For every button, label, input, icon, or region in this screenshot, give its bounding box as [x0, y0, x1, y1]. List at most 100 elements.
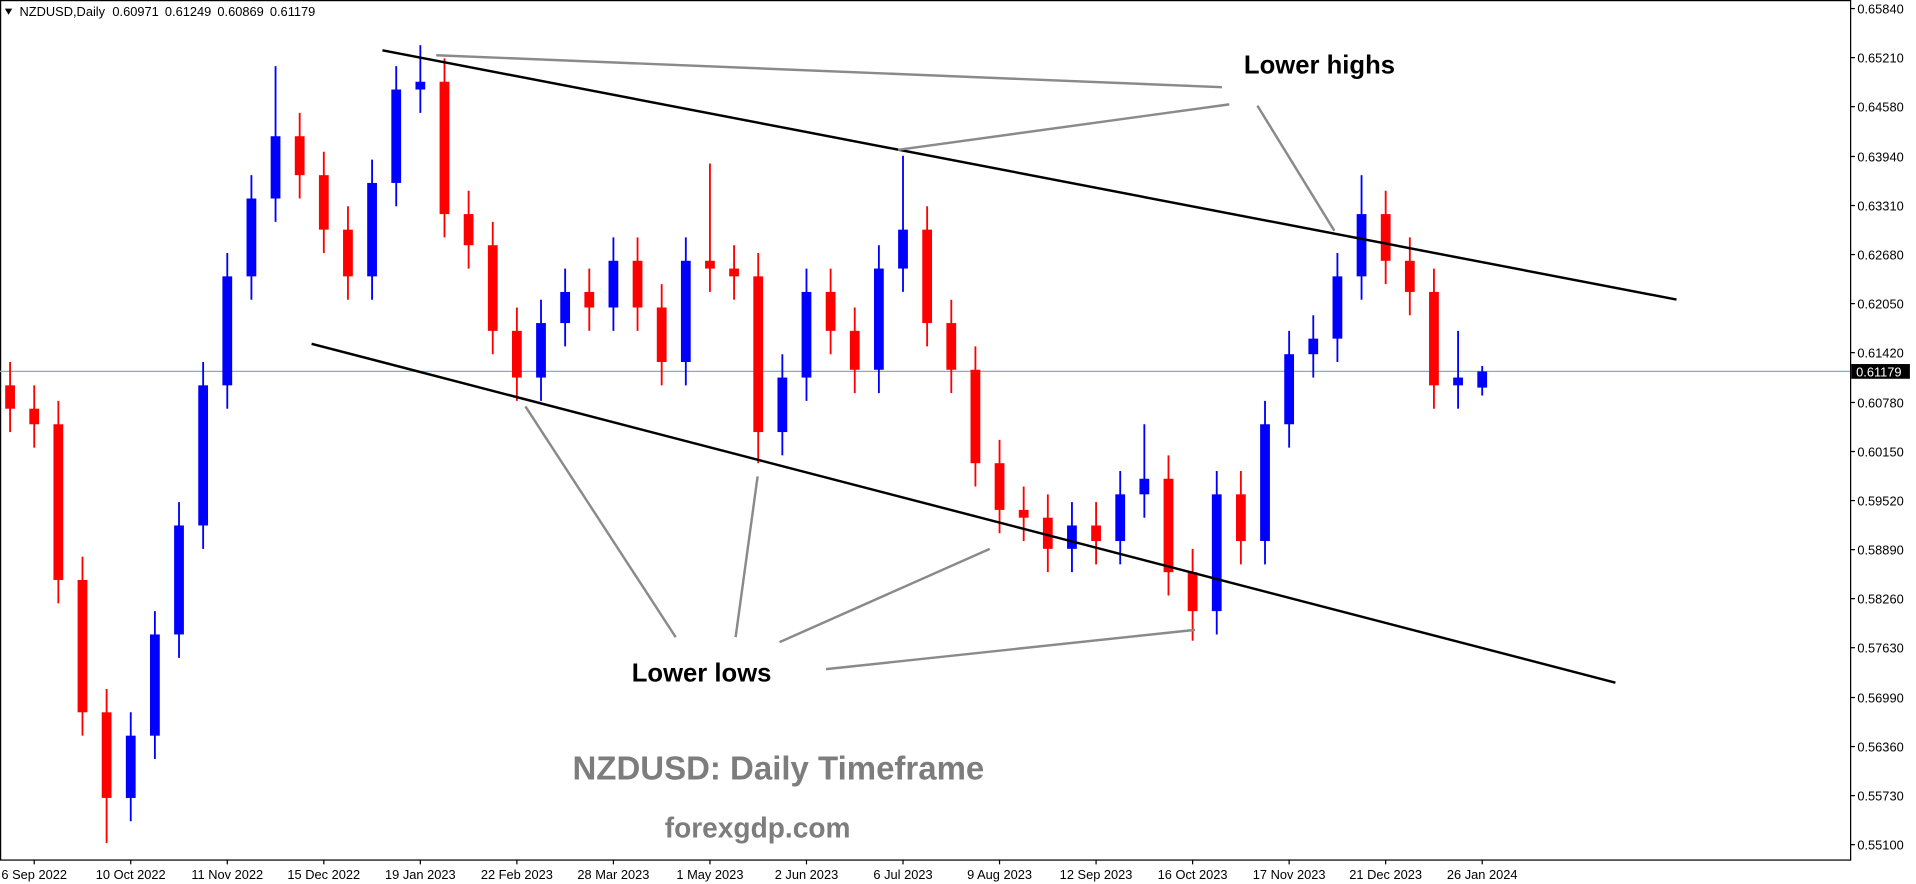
candle-body — [1163, 478, 1174, 573]
y-tick-label: 0.55100 — [1857, 838, 1903, 853]
menu-icon[interactable] — [4, 8, 13, 15]
candle-body — [149, 634, 160, 736]
x-tick-label: 26 Jan 2024 — [1447, 867, 1518, 882]
candle-body — [801, 291, 812, 378]
x-tick-label: 6 Sep 2022 — [1, 867, 67, 882]
candle-body — [705, 260, 715, 269]
watermark-title: NZDUSD: Daily Timeframe — [572, 751, 984, 788]
upper-trendline — [382, 49, 1677, 301]
candle-body — [849, 330, 860, 370]
x-tick-label: 6 Jul 2023 — [873, 867, 932, 882]
candle-body — [584, 291, 595, 308]
candle-body — [270, 136, 281, 199]
candle-body — [222, 276, 233, 386]
candle-body — [294, 136, 305, 176]
candle-body — [53, 424, 64, 580]
candle-body — [318, 175, 329, 230]
current-price-box — [1851, 364, 1910, 379]
candle-body — [608, 260, 619, 308]
x-tick-label: 19 Jan 2023 — [385, 867, 456, 882]
low-value: 0.60869 — [217, 4, 263, 19]
candle-body — [1139, 478, 1150, 495]
x-tick-label: 21 Dec 2023 — [1349, 867, 1422, 882]
candle-body — [729, 268, 739, 277]
candle-body — [511, 330, 522, 378]
y-tick-label: 0.62050 — [1857, 296, 1903, 311]
x-tick-label: 10 Oct 2022 — [96, 867, 166, 882]
candle-body — [1260, 424, 1270, 542]
pointer — [436, 54, 1222, 89]
candle-body — [463, 214, 474, 246]
y-tick-label: 0.55730 — [1857, 788, 1903, 803]
candle-body — [77, 579, 88, 713]
y-tick-label: 0.65840 — [1857, 1, 1903, 16]
y-tick-label: 0.60150 — [1857, 444, 1903, 459]
candle-body — [1018, 509, 1029, 518]
candle-body — [656, 307, 667, 362]
plot-frame — [0, 0, 1852, 861]
candle-body — [632, 260, 643, 308]
candle-body — [994, 463, 1005, 510]
candle-body — [125, 735, 136, 798]
y-tick-label: 0.60780 — [1857, 395, 1903, 410]
candle-body — [29, 408, 40, 425]
x-tick-label: 2 Jun 2023 — [775, 867, 838, 882]
pointer — [1256, 104, 1336, 232]
candle-body — [1380, 214, 1391, 261]
y-tick-label: 0.62680 — [1857, 247, 1903, 262]
candle-body — [536, 323, 546, 378]
candle-body — [1042, 517, 1053, 549]
y-tick-label: 0.59520 — [1857, 493, 1903, 508]
candle-body — [1115, 494, 1126, 542]
candle-body — [487, 245, 498, 331]
candle-body — [1453, 377, 1463, 386]
candle-body — [777, 377, 788, 433]
candle-body — [1477, 371, 1488, 388]
candle-body — [1404, 260, 1415, 292]
candle-body — [873, 268, 884, 370]
pointer — [825, 628, 1196, 671]
pointer — [524, 405, 677, 638]
lower-trendline — [311, 342, 1616, 684]
candles — [5, 45, 1488, 844]
candle-body — [101, 712, 112, 798]
candle-body — [922, 229, 933, 324]
candle-body — [1332, 276, 1343, 339]
pointer — [779, 547, 991, 644]
candle-body — [439, 81, 450, 215]
candle-body — [391, 89, 402, 183]
y-tick-label: 0.64580 — [1857, 100, 1903, 115]
candle-body — [753, 276, 764, 433]
candle-body — [560, 291, 571, 324]
candle-body — [174, 525, 184, 635]
candle-body — [343, 229, 353, 277]
candle-body — [367, 182, 377, 277]
y-tick-label: 0.57630 — [1857, 641, 1903, 656]
y-tick-label: 0.63310 — [1857, 198, 1903, 213]
y-tick-label: 0.56990 — [1857, 690, 1903, 705]
candle-body — [1308, 338, 1319, 355]
y-tick-label: 0.63940 — [1857, 149, 1903, 164]
candle-body — [970, 369, 981, 464]
y-tick-label: 0.61420 — [1857, 346, 1903, 361]
x-tick-label: 17 Nov 2023 — [1253, 867, 1326, 882]
chart-header: NZDUSD,Daily 0.60971 0.61249 0.60869 0.61179 — [20, 4, 316, 19]
annotation-pointers — [436, 54, 1336, 671]
x-tick-label: 9 Aug 2023 — [967, 867, 1032, 882]
candle-body — [898, 229, 908, 269]
x-tick-label: 15 Dec 2022 — [287, 867, 360, 882]
x-tick-label: 1 May 2023 — [676, 867, 743, 882]
candle-body — [198, 385, 209, 526]
annotation: Lower highs — [1244, 52, 1395, 80]
y-tick-label: 0.56360 — [1857, 739, 1903, 754]
symbol: NZDUSD,Daily — [20, 4, 106, 19]
x-tick-label: 11 Nov 2022 — [191, 867, 263, 882]
current-price-label: 0.61179 — [1856, 364, 1901, 379]
pointer — [897, 103, 1230, 152]
candle-body — [5, 385, 15, 409]
watermark-site: forexgdp.com — [665, 811, 851, 843]
candle-body — [680, 260, 691, 362]
